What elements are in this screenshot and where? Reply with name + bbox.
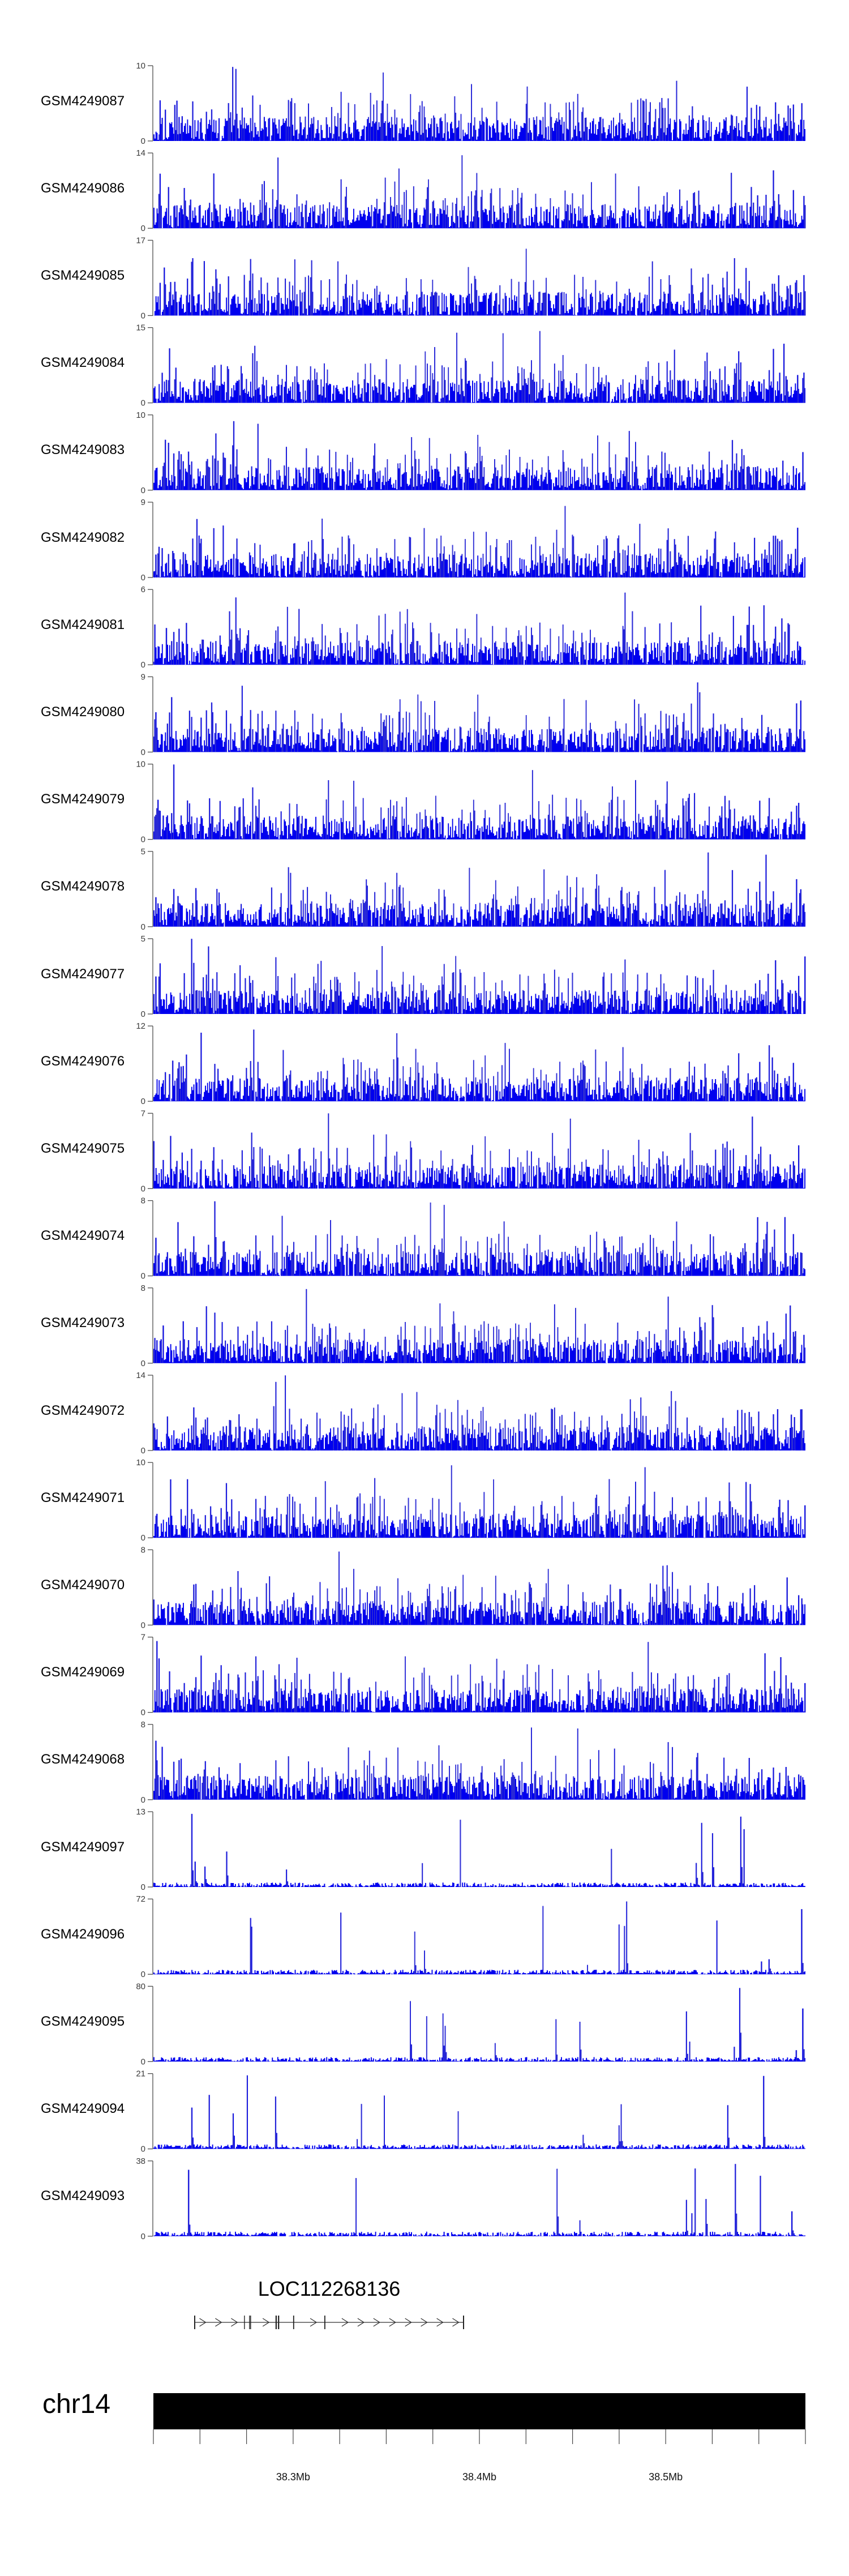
svg-text:15: 15 bbox=[136, 323, 145, 333]
svg-text:0: 0 bbox=[141, 660, 145, 670]
svg-text:80: 80 bbox=[136, 1982, 145, 1991]
svg-text:0: 0 bbox=[141, 835, 145, 845]
svg-text:0: 0 bbox=[141, 747, 145, 757]
svg-text:0: 0 bbox=[141, 2145, 145, 2154]
svg-text:8: 8 bbox=[141, 1720, 145, 1730]
svg-text:0: 0 bbox=[141, 311, 145, 320]
svg-text:10: 10 bbox=[136, 410, 145, 420]
svg-text:10: 10 bbox=[136, 61, 145, 71]
svg-text:0: 0 bbox=[141, 1184, 145, 1193]
svg-text:0: 0 bbox=[141, 486, 145, 495]
svg-text:10: 10 bbox=[136, 1458, 145, 1467]
svg-text:0: 0 bbox=[141, 399, 145, 408]
svg-text:0: 0 bbox=[141, 1795, 145, 1805]
svg-text:0: 0 bbox=[141, 2057, 145, 2066]
svg-text:0: 0 bbox=[141, 1970, 145, 1979]
svg-text:7: 7 bbox=[141, 1633, 145, 1642]
svg-text:0: 0 bbox=[141, 1533, 145, 1543]
svg-text:0: 0 bbox=[141, 136, 145, 146]
svg-text:38.5Mb: 38.5Mb bbox=[649, 2471, 683, 2483]
svg-text:0: 0 bbox=[141, 1620, 145, 1630]
svg-text:0: 0 bbox=[141, 2232, 145, 2241]
svg-text:0: 0 bbox=[141, 224, 145, 233]
svg-text:5: 5 bbox=[141, 847, 145, 857]
svg-text:0: 0 bbox=[141, 922, 145, 932]
svg-text:0: 0 bbox=[141, 1446, 145, 1456]
svg-text:8: 8 bbox=[141, 1283, 145, 1293]
svg-text:38.3Mb: 38.3Mb bbox=[276, 2471, 310, 2483]
svg-text:0: 0 bbox=[141, 573, 145, 583]
svg-text:0: 0 bbox=[141, 1272, 145, 1281]
svg-text:7: 7 bbox=[141, 1109, 145, 1118]
svg-text:8: 8 bbox=[141, 1196, 145, 1206]
svg-text:0: 0 bbox=[141, 1009, 145, 1019]
svg-text:0: 0 bbox=[141, 1708, 145, 1718]
svg-text:8: 8 bbox=[141, 1545, 145, 1555]
svg-text:10: 10 bbox=[136, 760, 145, 769]
svg-text:9: 9 bbox=[141, 498, 145, 507]
svg-text:6: 6 bbox=[141, 585, 145, 594]
svg-text:0: 0 bbox=[141, 1359, 145, 1368]
svg-text:14: 14 bbox=[136, 148, 145, 158]
svg-text:5: 5 bbox=[141, 934, 145, 944]
svg-text:0: 0 bbox=[141, 1097, 145, 1106]
svg-text:21: 21 bbox=[136, 2069, 145, 2079]
svg-text:38.4Mb: 38.4Mb bbox=[462, 2471, 496, 2483]
svg-text:17: 17 bbox=[136, 236, 145, 245]
svg-text:12: 12 bbox=[136, 1021, 145, 1031]
svg-text:13: 13 bbox=[136, 1807, 145, 1817]
svg-text:72: 72 bbox=[136, 1894, 145, 1904]
svg-text:9: 9 bbox=[141, 672, 145, 682]
svg-text:38: 38 bbox=[136, 2156, 145, 2166]
svg-text:14: 14 bbox=[136, 1371, 145, 1380]
svg-text:0: 0 bbox=[141, 1882, 145, 1892]
